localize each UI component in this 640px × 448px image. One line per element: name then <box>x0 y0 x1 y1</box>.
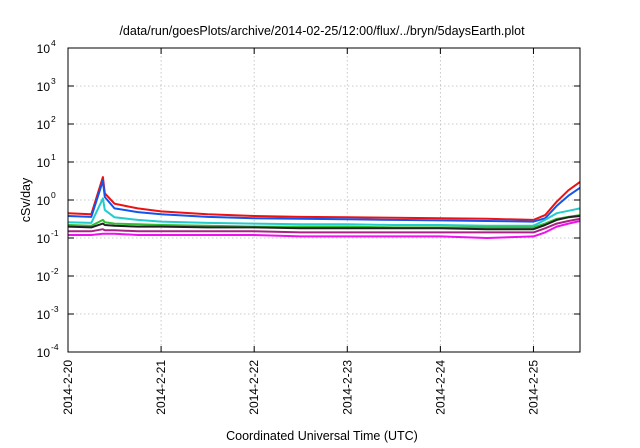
y-tick-label-exponent: -2 <box>51 266 59 276</box>
grid-lines <box>68 48 580 352</box>
series-line-5 <box>67 215 581 231</box>
x-axis-label: Coordinated Universal Time (UTC) <box>226 429 418 443</box>
x-axis: 2014-2-20 2014-2-21 2014-2-22 2014-2-23 2014… <box>61 48 540 415</box>
series-group <box>67 176 581 239</box>
series-line-2 <box>67 179 581 223</box>
y-tick-label-exponent: -3 <box>51 304 59 314</box>
x-tick-label: 2014-2-20 <box>61 360 75 415</box>
y-tick-label: 10 <box>37 308 51 322</box>
y-tick-label: 10 <box>37 156 51 170</box>
y-tick-label-exponent: 0 <box>51 190 56 200</box>
y-tick-label: 10 <box>37 80 51 94</box>
y-tick-label: 10 <box>37 42 51 56</box>
y-tick-label: 10 <box>37 118 51 132</box>
series-line-6 <box>68 217 581 234</box>
y-tick-label: 10 <box>37 270 51 284</box>
y-tick-label-exponent: 3 <box>51 76 56 86</box>
y-tick-label: 10 <box>37 346 51 360</box>
chart-title: /data/run/goesPlots/archive/2014-02-25/1… <box>119 24 525 38</box>
y-tick-label-exponent: 2 <box>51 114 56 124</box>
y-tick-label: 10 <box>37 194 51 208</box>
x-tick-label: 2014-2-23 <box>340 360 354 415</box>
series-line-3 <box>67 197 581 227</box>
y-tick-label-exponent: 1 <box>51 152 56 162</box>
y-tick-label: 10 <box>37 232 51 246</box>
y-tick-label-exponent: 4 <box>51 38 56 48</box>
series-line-7 <box>68 220 581 239</box>
x-tick-label: 2014-2-22 <box>247 360 261 415</box>
y-tick-label-exponent: -1 <box>51 228 59 238</box>
x-tick-label: 2014-2-21 <box>154 360 168 415</box>
series-line-4 <box>67 214 581 229</box>
y-tick-label-exponent: -4 <box>51 342 59 352</box>
x-tick-label: 2014-2-24 <box>433 360 447 415</box>
x-tick-label: 2014-2-25 <box>526 360 540 415</box>
y-axis-label: cSv/day <box>19 177 33 222</box>
